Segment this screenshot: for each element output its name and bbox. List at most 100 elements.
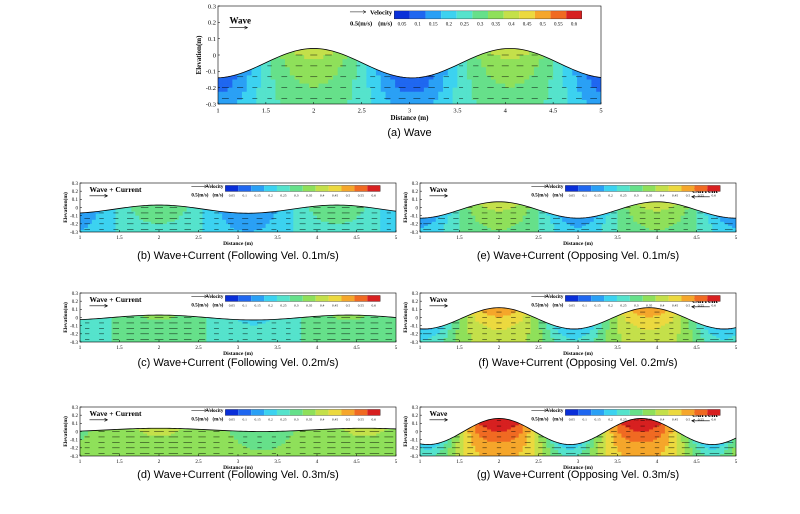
velocity-cell bbox=[429, 43, 434, 48]
velocity-cell bbox=[443, 43, 448, 48]
velocity-cell bbox=[83, 325, 89, 329]
velocity-cell bbox=[170, 217, 176, 221]
velocity-cell bbox=[410, 39, 415, 44]
velocity-cell bbox=[567, 99, 573, 104]
velocity-cell bbox=[194, 211, 199, 215]
velocity-cell bbox=[305, 219, 310, 223]
velocity-cell bbox=[336, 217, 342, 221]
velocity-cell bbox=[581, 63, 588, 68]
velocity-cell bbox=[277, 215, 282, 219]
velocity-cell bbox=[538, 75, 545, 80]
velocity-cell bbox=[253, 205, 259, 208]
velocity-cell bbox=[558, 35, 563, 40]
velocity-cell bbox=[275, 59, 281, 64]
velocity-cell bbox=[524, 75, 530, 80]
velocity-cell bbox=[548, 43, 553, 48]
velocity-cell bbox=[183, 297, 187, 300]
velocity-cell bbox=[360, 221, 365, 225]
velocity-cell bbox=[99, 339, 105, 342]
velocity-cell bbox=[139, 339, 144, 342]
velocity-cell bbox=[237, 75, 243, 80]
legend-swatch bbox=[289, 185, 303, 192]
velocity-cell bbox=[462, 71, 468, 76]
velocity-cell bbox=[399, 79, 406, 85]
velocity-cell bbox=[115, 325, 120, 329]
velocity-cell bbox=[309, 221, 314, 225]
velocity-cell bbox=[84, 183, 88, 186]
velocity-cell bbox=[127, 209, 132, 213]
velocity-cell bbox=[457, 55, 463, 60]
velocity-cell bbox=[490, 67, 497, 72]
velocity-cell bbox=[226, 213, 231, 217]
velocity-cell bbox=[261, 87, 267, 93]
velocity-cell bbox=[147, 337, 152, 341]
velocity-cell bbox=[238, 199, 242, 202]
velocity-cell bbox=[242, 197, 246, 200]
velocity-cell bbox=[265, 48, 272, 52]
velocity-cell bbox=[323, 75, 329, 80]
legend-swatch bbox=[425, 10, 442, 19]
velocity-cell bbox=[356, 205, 361, 208]
velocity-cell bbox=[198, 221, 203, 225]
velocity-cell bbox=[349, 199, 353, 202]
velocity-cell bbox=[586, 95, 592, 101]
velocity-cell bbox=[170, 221, 176, 225]
velocity-cell bbox=[289, 219, 294, 223]
velocity-cell bbox=[186, 209, 192, 213]
velocity-cell bbox=[409, 55, 415, 60]
velocity-cell bbox=[352, 99, 358, 104]
velocity-cell bbox=[262, 193, 266, 196]
velocity-cell bbox=[139, 197, 143, 200]
velocity-cell bbox=[332, 91, 339, 97]
velocity-cell bbox=[139, 201, 143, 204]
velocity-cell bbox=[476, 55, 482, 60]
velocity-cell bbox=[199, 189, 203, 192]
velocity-cell bbox=[135, 307, 139, 310]
velocity-cell bbox=[491, 6, 496, 11]
velocity-cell bbox=[428, 63, 434, 68]
velocity-cell bbox=[265, 213, 271, 217]
velocity-cell bbox=[529, 6, 534, 11]
velocity-cell bbox=[135, 213, 140, 217]
velocity-cell bbox=[577, 48, 583, 52]
velocity-cell bbox=[143, 195, 147, 198]
velocity-cell bbox=[372, 209, 377, 213]
velocity-cell bbox=[159, 309, 163, 312]
velocity-cell bbox=[309, 26, 314, 31]
velocity-cell bbox=[194, 227, 199, 231]
velocity-cell bbox=[591, 71, 597, 76]
velocity-cell bbox=[143, 197, 147, 200]
velocity-cell bbox=[143, 205, 148, 208]
velocity-cell bbox=[131, 315, 136, 318]
velocity-cell bbox=[151, 225, 156, 229]
velocity-cell bbox=[88, 199, 92, 202]
velocity-cell bbox=[80, 301, 84, 304]
velocity-cell bbox=[548, 67, 554, 72]
velocity-cell bbox=[305, 209, 310, 213]
velocity-cell bbox=[515, 31, 520, 36]
velocity-cell bbox=[257, 217, 263, 221]
velocity-cell bbox=[273, 219, 278, 223]
velocity-cell bbox=[91, 315, 97, 316]
velocity-cell bbox=[337, 71, 343, 76]
velocity-cell bbox=[163, 305, 167, 308]
velocity-cell bbox=[206, 205, 211, 206]
velocity-cell bbox=[167, 301, 171, 304]
velocity-cell bbox=[332, 71, 339, 76]
velocity-cell bbox=[572, 99, 578, 104]
velocity-cell bbox=[275, 83, 281, 89]
velocity-cell bbox=[119, 213, 124, 217]
velocity-cell bbox=[257, 215, 263, 219]
velocity-cell bbox=[314, 35, 319, 40]
velocity-cell bbox=[305, 197, 309, 200]
velocity-cell bbox=[328, 91, 334, 97]
velocity-cell bbox=[245, 217, 251, 221]
velocity-cell bbox=[347, 50, 353, 56]
velocity-cell bbox=[347, 67, 353, 72]
velocity-cell bbox=[364, 195, 368, 198]
velocity-cell bbox=[155, 315, 160, 318]
velocity-cell bbox=[538, 55, 545, 60]
velocity-cell bbox=[364, 197, 368, 200]
velocity-cell bbox=[577, 31, 582, 36]
velocity-cell bbox=[500, 31, 505, 36]
